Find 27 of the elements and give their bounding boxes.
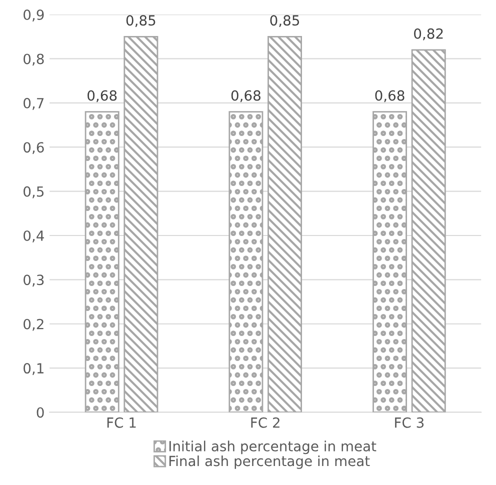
- y-tick-label: 0,2: [24, 318, 44, 331]
- data-label: 0,82: [414, 28, 443, 40]
- bar: [228, 111, 264, 412]
- data-label: 0,85: [126, 15, 156, 28]
- x-tick-label: FC 3: [395, 417, 424, 428]
- bar: [268, 36, 302, 412]
- y-tick-label: 0,5: [24, 186, 44, 198]
- y-tick-label: 0,6: [24, 142, 44, 154]
- y-tick-label: 0,8: [24, 54, 44, 66]
- y-tick-label: 0,4: [24, 230, 44, 242]
- y-tick-label: 0,3: [24, 274, 44, 287]
- bar: [84, 111, 120, 412]
- x-tick-label: FC 1: [107, 417, 136, 428]
- y-tick-label: 0,9: [24, 10, 44, 22]
- data-label: 0,68: [88, 90, 117, 102]
- x-tick-label: FC 2: [251, 417, 280, 428]
- y-tick-label: 0: [36, 407, 44, 418]
- bar: [372, 111, 408, 412]
- bar: [124, 36, 158, 412]
- legend-label: Initial ash percentage in meat: [169, 440, 376, 454]
- y-tick-label: 0,1: [24, 363, 44, 375]
- bar: [411, 49, 446, 412]
- data-label: 0,68: [375, 90, 404, 102]
- legend-label: Final ash percentage in meat: [169, 455, 370, 469]
- data-label: 0,85: [270, 15, 300, 28]
- data-label: 0,68: [231, 90, 260, 102]
- y-tick-label: 0,7: [24, 98, 44, 110]
